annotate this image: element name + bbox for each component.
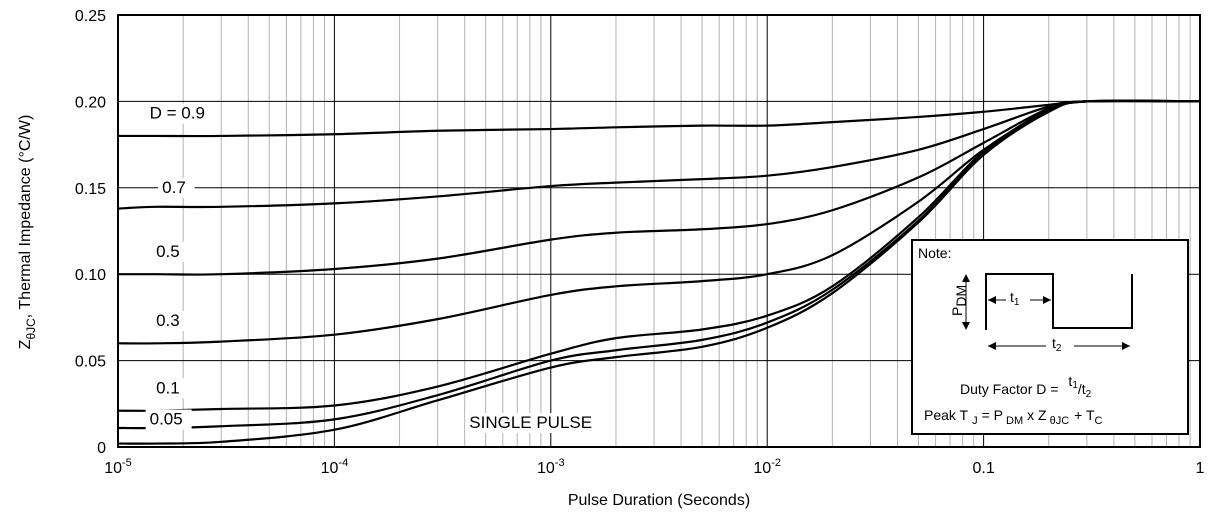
t1-arrow-head-right [1043, 296, 1051, 304]
x-tick-exponent: -4 [338, 457, 348, 469]
x-tick-exponent: -5 [122, 457, 132, 469]
curve-label: 0.3 [156, 311, 180, 330]
note-box: Note: PDM t1 t2 Duty Factor D = t1/t2 [911, 239, 1189, 435]
note-title: Note: [918, 245, 951, 261]
pulse-waveform [985, 273, 1133, 330]
x-tick-label: 10-2 [753, 457, 781, 477]
series-line [117, 99, 1201, 445]
series-line [117, 99, 1201, 412]
curve-label: SINGLE PULSE [469, 413, 592, 432]
duty-factor-text: Duty Factor D = [960, 381, 1058, 397]
y-tick-label: 0.25 [75, 8, 106, 25]
pdm-label: PDM [949, 285, 969, 316]
pdm-arrow-head-down [962, 322, 970, 330]
y-tick-label: 0.20 [75, 94, 106, 111]
x-tick-base: 10 [321, 460, 339, 477]
series-line [117, 99, 1201, 210]
t2-arrow-head-right [1122, 342, 1130, 350]
x-axis-ticks: 10-5 10-4 10-3 10-2 0.1 1 [104, 457, 1204, 477]
peak-a: Peak T [924, 407, 969, 423]
curve-label-background [465, 412, 588, 433]
curve-label-background [145, 103, 221, 124]
t2-arrow-head-left [988, 342, 996, 350]
duty-t1: t [1068, 373, 1072, 389]
y-tick-label: 0 [97, 440, 106, 457]
curve-label: 0.5 [156, 242, 180, 261]
t2-label-sub: 2 [1056, 343, 1062, 354]
x-tick-base: 0.1 [972, 460, 994, 477]
peak-d: + T [1074, 407, 1095, 423]
y-axis-title-sub: θJC [24, 318, 38, 340]
y-axis-title-main: Z [17, 339, 34, 349]
x-tick-label: 10-5 [104, 457, 132, 477]
pdm-label-main: P [949, 307, 965, 316]
x-tick-exponent: -2 [771, 457, 781, 469]
peak-b-sub: DM [1006, 415, 1023, 427]
x-tick-label: 0.1 [972, 460, 994, 477]
t1-label: t1 [1010, 289, 1020, 308]
y-axis-title-rest: , Thermal Impedance (°C/W) [17, 115, 34, 319]
pdm-label-sub: DM [953, 285, 969, 307]
curve-label-background [152, 241, 189, 262]
series-line [118, 100, 1201, 138]
x-tick-label: 10-3 [537, 457, 565, 477]
duty-t2-sub: 2 [1086, 389, 1092, 400]
x-tick-label: 10-4 [321, 457, 349, 477]
x-tick-base: 10 [537, 460, 555, 477]
y-axis-title: ZθJC, Thermal Impedance (°C/W) [17, 115, 38, 350]
series-line [118, 99, 1201, 276]
x-tick-base: 10 [104, 460, 122, 477]
y-tick-label: 0.05 [75, 354, 106, 371]
curve-label-background [152, 311, 189, 332]
peak-b: = P [982, 407, 1003, 423]
series-lines [117, 99, 1201, 445]
y-axis-ticks: 0 0.05 0.10 0.15 0.20 0.25 [75, 8, 106, 457]
x-tick-base: 1 [1196, 460, 1205, 477]
pdm-arrow-head-up [962, 274, 970, 282]
x-tick-exponent: -3 [555, 457, 565, 469]
x-tick-label: 1 [1196, 460, 1205, 477]
y-tick-label: 0.10 [75, 267, 106, 284]
duty-t1-sub: 1 [1072, 380, 1078, 391]
curve-label-background [158, 177, 195, 198]
peak-c-sub: θJC [1050, 415, 1070, 427]
duty-slash: /t [1078, 381, 1086, 397]
peak-d-sub: C [1095, 415, 1103, 427]
x-tick-base: 10 [753, 460, 771, 477]
t1-arrow-head-left [988, 296, 996, 304]
note-box-border [911, 239, 1189, 435]
y-tick-label: 0.15 [75, 181, 106, 198]
peak-a-sub: J [972, 415, 978, 427]
t1-label-main: t [1010, 289, 1014, 305]
curve-label-background [152, 378, 189, 399]
t1-label-sub: 1 [1014, 297, 1020, 308]
curve-labels: D = 0.9 0.7 0.5 0.3 0.1 0.05 SINGLE PULSE [145, 103, 592, 433]
curve-label: 0.1 [156, 378, 180, 397]
t2-label-main: t [1052, 335, 1056, 351]
x-axis-title: Pulse Duration (Seconds) [568, 492, 750, 509]
curve-label: D = 0.9 [150, 104, 205, 123]
t2-label: t2 [1052, 335, 1062, 354]
duty-factor-formula: Duty Factor D = t1/t2 [960, 373, 1092, 400]
curve-label: 0.05 [150, 410, 183, 429]
curve-label-background [145, 409, 192, 430]
curve-label: 0.7 [162, 178, 186, 197]
plot-area-frame [117, 14, 1201, 448]
peak-c: x Z [1027, 407, 1047, 423]
